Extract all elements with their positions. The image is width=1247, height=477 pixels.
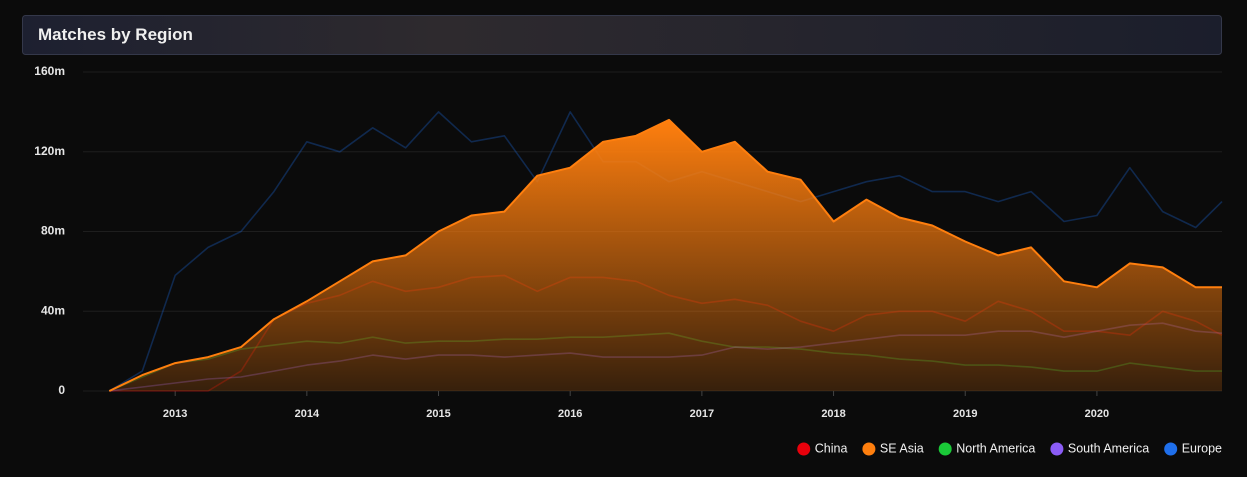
legend-label: North America bbox=[956, 441, 1035, 455]
legend-marker bbox=[1050, 442, 1064, 456]
x-tick-label: 2016 bbox=[558, 408, 582, 420]
legend-marker bbox=[1164, 442, 1178, 456]
plot-area: 0 40m 80m 120m 160m 2013 2014 2015 2016 2017 2018 2… bbox=[34, 64, 1223, 420]
x-tick-label: 2019 bbox=[953, 408, 977, 420]
series-line bbox=[108, 118, 1222, 392]
x-tick-label: 2014 bbox=[295, 408, 320, 420]
legend-marker bbox=[797, 442, 811, 456]
chart-title: Matches by Region bbox=[38, 25, 193, 44]
y-tick-label: 160m bbox=[34, 64, 65, 78]
y-tick-label: 80m bbox=[41, 224, 65, 238]
legend-label: Europe bbox=[1182, 441, 1222, 455]
legend-marker bbox=[862, 442, 876, 456]
series-area bbox=[109, 119, 1222, 392]
x-tick-label: 2018 bbox=[821, 408, 845, 420]
y-tick-label: 40m bbox=[41, 303, 65, 317]
legend-marker bbox=[938, 442, 952, 456]
x-tick-label: 2020 bbox=[1085, 408, 1109, 420]
legend-label: China bbox=[815, 441, 848, 455]
y-tick-label: 0 bbox=[58, 383, 65, 397]
legend-label: SE Asia bbox=[880, 441, 924, 455]
y-tick-label: 120m bbox=[34, 144, 65, 158]
legend: Europe South America North America SE Asia C… bbox=[797, 441, 1222, 456]
legend-label: South America bbox=[1068, 441, 1149, 455]
panel-header bbox=[22, 15, 1222, 55]
x-tick-label: 2017 bbox=[690, 408, 714, 420]
x-tick-label: 2015 bbox=[426, 408, 450, 420]
x-tick-label: 2013 bbox=[163, 408, 187, 420]
